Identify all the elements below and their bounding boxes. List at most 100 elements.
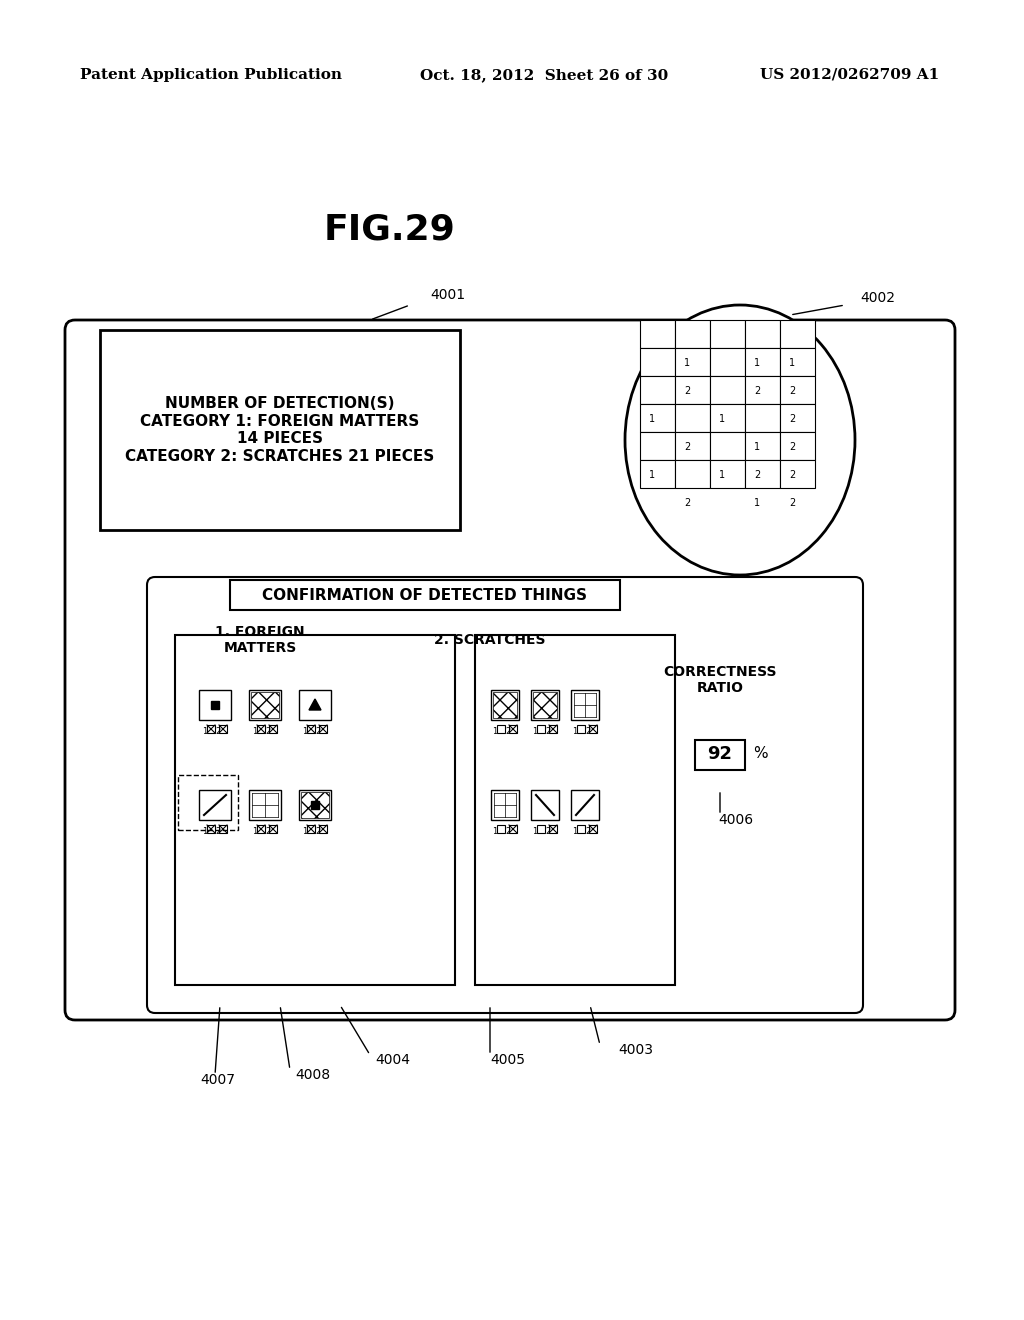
Text: 1: 1	[203, 726, 208, 735]
Text: 2: 2	[754, 387, 761, 396]
Bar	[509, 825, 517, 833]
Bar	[299, 789, 331, 820]
Bar	[497, 825, 505, 833]
Bar	[257, 725, 265, 733]
Text: CORRECTNESS
RATIO: CORRECTNESS RATIO	[664, 665, 777, 696]
Bar	[219, 825, 227, 833]
Bar	[710, 376, 745, 404]
Bar	[640, 348, 675, 376]
Text: 1: 1	[532, 826, 538, 836]
Bar	[249, 789, 281, 820]
Text: 2: 2	[315, 826, 321, 836]
Bar	[577, 725, 585, 733]
Bar	[710, 432, 745, 459]
Text: 1: 1	[302, 726, 307, 735]
Bar	[251, 692, 279, 718]
Bar	[710, 404, 745, 432]
Text: 2: 2	[684, 499, 690, 508]
Bar	[537, 725, 545, 733]
Text: 4008: 4008	[295, 1068, 330, 1082]
Text: 1: 1	[493, 726, 498, 735]
Bar	[100, 330, 460, 531]
Text: 2: 2	[506, 826, 511, 836]
Bar	[571, 690, 599, 719]
Text: 1: 1	[719, 414, 725, 425]
Text: 2: 2	[215, 726, 220, 735]
Bar	[589, 825, 597, 833]
Bar	[675, 432, 710, 459]
Bar	[745, 432, 780, 459]
Text: 2: 2	[586, 726, 591, 735]
Bar	[695, 741, 745, 770]
Bar	[675, 404, 710, 432]
Bar	[269, 725, 278, 733]
Bar	[745, 348, 780, 376]
Bar	[269, 825, 278, 833]
Bar	[497, 725, 505, 733]
Text: 1: 1	[203, 826, 208, 836]
Bar	[780, 404, 815, 432]
Bar	[780, 319, 815, 348]
Text: 2: 2	[215, 826, 220, 836]
Bar	[780, 432, 815, 459]
Bar	[675, 319, 710, 348]
Text: 1: 1	[572, 826, 578, 836]
Text: 1: 1	[649, 414, 655, 425]
Bar	[199, 789, 231, 820]
Bar	[549, 825, 557, 833]
Bar	[675, 348, 710, 376]
Text: 1: 1	[755, 499, 760, 508]
Text: Oct. 18, 2012  Sheet 26 of 30: Oct. 18, 2012 Sheet 26 of 30	[420, 69, 669, 82]
Text: 2: 2	[684, 442, 690, 453]
Bar	[178, 775, 238, 830]
Text: 2: 2	[790, 442, 796, 453]
Text: 2: 2	[754, 470, 761, 480]
Text: 1: 1	[684, 359, 690, 368]
Bar	[307, 825, 315, 833]
Text: 1: 1	[493, 826, 498, 836]
Text: 1: 1	[252, 726, 258, 735]
Text: US 2012/0262709 A1: US 2012/0262709 A1	[760, 69, 939, 82]
Text: 4002: 4002	[860, 290, 895, 305]
Text: 1: 1	[302, 826, 307, 836]
Bar	[710, 348, 745, 376]
Text: FIG.29: FIG.29	[324, 213, 456, 247]
Text: CONFIRMATION OF DETECTED THINGS: CONFIRMATION OF DETECTED THINGS	[262, 587, 588, 602]
Text: 1: 1	[572, 726, 578, 735]
Bar	[531, 789, 559, 820]
Bar	[640, 404, 675, 432]
Bar	[319, 725, 327, 733]
Bar	[319, 825, 327, 833]
Text: 4003: 4003	[618, 1043, 653, 1057]
Ellipse shape	[625, 305, 855, 576]
Bar	[490, 690, 519, 719]
Bar	[745, 376, 780, 404]
Bar	[640, 376, 675, 404]
Bar	[207, 725, 215, 733]
Bar	[207, 825, 215, 833]
Bar	[710, 319, 745, 348]
Bar	[531, 690, 559, 719]
Bar	[589, 725, 597, 733]
Bar	[299, 690, 331, 719]
Bar	[311, 801, 319, 809]
Bar	[534, 692, 557, 718]
Text: 1: 1	[755, 442, 760, 453]
Text: 2: 2	[790, 499, 796, 508]
Bar	[219, 725, 227, 733]
Text: 92: 92	[708, 744, 732, 763]
Bar	[549, 725, 557, 733]
Text: NUMBER OF DETECTION(S)
CATEGORY 1: FOREIGN MATTERS
14 PIECES
CATEGORY 2: SCRATCH: NUMBER OF DETECTION(S) CATEGORY 1: FOREI…	[125, 396, 434, 463]
Bar	[257, 825, 265, 833]
Text: 1: 1	[532, 726, 538, 735]
Text: 1: 1	[755, 359, 760, 368]
FancyBboxPatch shape	[147, 577, 863, 1012]
Bar	[745, 319, 780, 348]
Text: 4004: 4004	[375, 1053, 410, 1067]
Text: 2: 2	[546, 826, 551, 836]
Bar	[493, 692, 517, 718]
Text: 1. FOREIGN
MATTERS: 1. FOREIGN MATTERS	[215, 624, 305, 655]
Text: 1: 1	[252, 826, 258, 836]
Bar	[211, 701, 219, 709]
Text: 2: 2	[790, 414, 796, 425]
